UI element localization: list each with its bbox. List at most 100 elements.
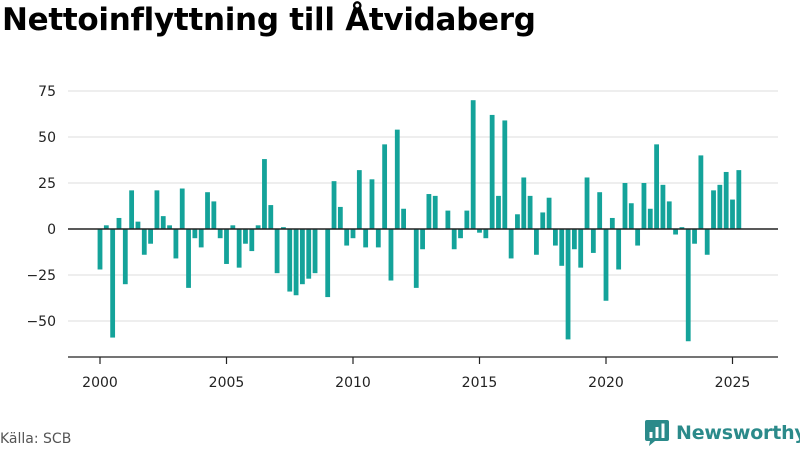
x-tick-labels: 2000 2005 2010 2015 2020 2025 bbox=[82, 375, 750, 391]
bar bbox=[281, 227, 286, 229]
bar bbox=[356, 170, 362, 229]
source-note: Källa: SCB bbox=[0, 431, 72, 447]
bar bbox=[243, 229, 248, 244]
bar bbox=[331, 181, 337, 229]
bar bbox=[224, 229, 229, 264]
brand-name: Newsworthy bbox=[676, 422, 800, 444]
bar bbox=[344, 229, 350, 246]
bar bbox=[293, 229, 299, 296]
bar bbox=[603, 229, 609, 301]
bar bbox=[122, 229, 128, 285]
bar bbox=[382, 144, 388, 229]
bar bbox=[489, 114, 495, 229]
bar bbox=[388, 229, 394, 281]
bar bbox=[192, 229, 198, 239]
bar bbox=[394, 129, 400, 229]
x-tick-label: 2015 bbox=[462, 375, 498, 391]
bar bbox=[635, 229, 641, 246]
y-tick-label: 25 bbox=[38, 176, 56, 192]
bar bbox=[521, 177, 527, 229]
bar bbox=[711, 190, 716, 229]
bar bbox=[230, 225, 236, 229]
bar bbox=[249, 229, 255, 252]
bar bbox=[306, 229, 312, 279]
bar bbox=[420, 229, 425, 250]
bar bbox=[483, 229, 489, 239]
bar bbox=[363, 229, 369, 248]
bar bbox=[401, 208, 406, 229]
bar bbox=[325, 229, 331, 298]
bar bbox=[464, 210, 470, 229]
bar bbox=[685, 229, 691, 342]
bar bbox=[426, 194, 432, 229]
bar bbox=[129, 190, 135, 229]
bar bbox=[559, 229, 565, 266]
bar bbox=[186, 229, 191, 288]
page-title: Nettoinflyttning till Åtvidaberg bbox=[2, 2, 536, 38]
bar bbox=[660, 184, 666, 229]
bar bbox=[508, 229, 514, 259]
bar bbox=[647, 208, 653, 229]
bar bbox=[205, 192, 210, 229]
x-tick-label: 2000 bbox=[82, 375, 118, 391]
bar bbox=[312, 229, 318, 274]
bar bbox=[110, 229, 116, 338]
bar bbox=[679, 227, 685, 229]
bar bbox=[723, 171, 729, 229]
bar bbox=[597, 192, 603, 229]
x-tick-label: 2025 bbox=[715, 375, 751, 391]
bar bbox=[565, 229, 571, 340]
bar bbox=[584, 177, 590, 229]
bar bbox=[97, 229, 103, 270]
bar bbox=[179, 188, 185, 229]
bar bbox=[116, 217, 122, 229]
bar bbox=[641, 183, 647, 229]
bar bbox=[477, 229, 482, 233]
x-tick-label: 2010 bbox=[335, 375, 371, 391]
y-tick-label: 50 bbox=[38, 130, 56, 146]
bar bbox=[337, 206, 343, 229]
bar bbox=[217, 229, 223, 239]
bar bbox=[673, 229, 678, 235]
bar bbox=[445, 210, 451, 229]
bar bbox=[148, 229, 153, 244]
bars bbox=[97, 100, 742, 342]
bar bbox=[255, 225, 261, 229]
bar bbox=[103, 225, 109, 229]
bar bbox=[173, 229, 179, 259]
bar bbox=[609, 217, 615, 229]
bar bbox=[698, 155, 704, 229]
bar bbox=[135, 221, 141, 229]
bar bbox=[571, 229, 577, 250]
y-tick-label: 75 bbox=[38, 84, 56, 100]
bar bbox=[502, 120, 508, 229]
bar bbox=[154, 190, 160, 229]
bar bbox=[375, 229, 381, 248]
bar bbox=[300, 229, 305, 285]
bar bbox=[262, 159, 267, 229]
bar bbox=[515, 214, 520, 229]
axes bbox=[68, 356, 778, 364]
bar bbox=[198, 229, 204, 248]
bar bbox=[167, 225, 172, 229]
y-tick-label: −25 bbox=[26, 268, 56, 284]
bar bbox=[458, 229, 463, 239]
bar bbox=[496, 195, 501, 229]
bar bbox=[546, 197, 552, 229]
bar bbox=[692, 229, 697, 244]
bar bbox=[622, 183, 628, 229]
bar bbox=[534, 229, 539, 255]
bar bbox=[730, 199, 735, 229]
bar bbox=[268, 205, 274, 229]
bar bbox=[527, 195, 533, 229]
bar bbox=[616, 229, 622, 270]
bar bbox=[540, 212, 546, 229]
chart-bubble-icon bbox=[645, 420, 669, 446]
bar bbox=[287, 229, 293, 292]
y-tick-labels: −50 −25 0 25 50 75 bbox=[26, 84, 56, 330]
bar bbox=[717, 184, 723, 229]
bar bbox=[274, 229, 280, 274]
bar bbox=[704, 229, 710, 255]
bar bbox=[736, 170, 742, 229]
